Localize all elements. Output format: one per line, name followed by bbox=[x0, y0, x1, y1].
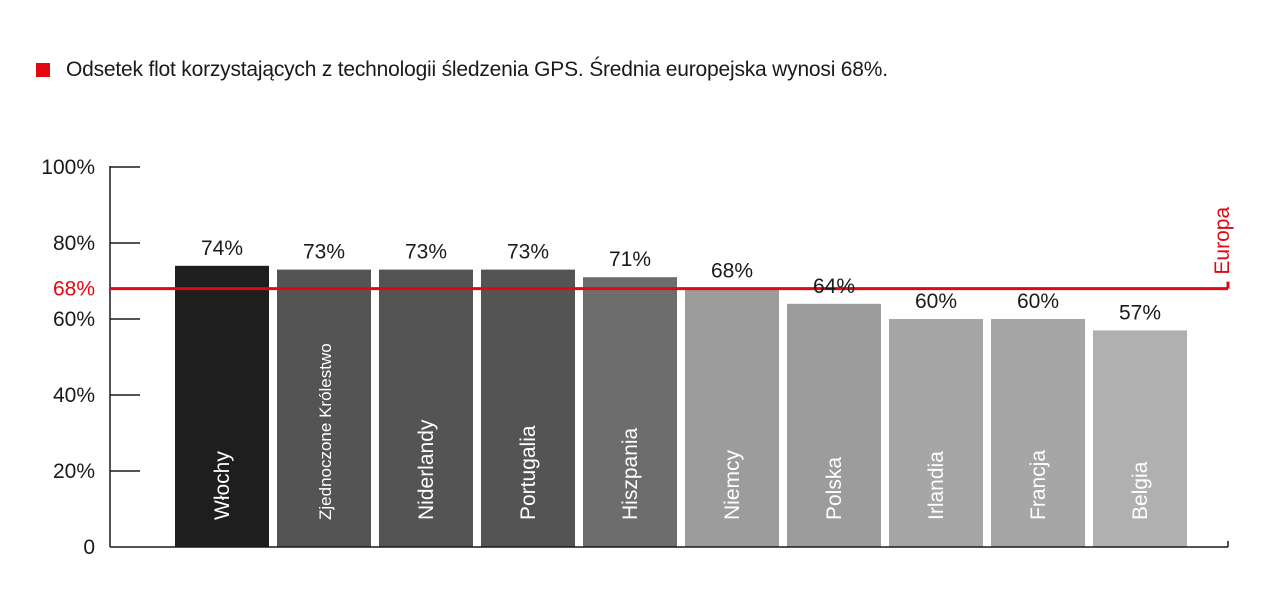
category-label-1: Zjednoczone Królestwo bbox=[316, 343, 335, 520]
data-label-0: 74% bbox=[201, 237, 243, 260]
bar-1 bbox=[277, 269, 371, 547]
data-label-5: 68% bbox=[711, 260, 753, 283]
bar-7 bbox=[889, 319, 983, 547]
category-label-9: Belgia bbox=[1129, 461, 1152, 520]
category-label-3: Portugalia bbox=[517, 425, 540, 520]
category-label-6: Polska bbox=[823, 457, 846, 520]
category-label-2: Niderlandy bbox=[415, 419, 438, 520]
category-label-0: Włochy bbox=[211, 451, 234, 520]
bar-8 bbox=[991, 319, 1085, 547]
y-tick-label-4: 80% bbox=[53, 232, 95, 255]
data-label-4: 71% bbox=[609, 248, 651, 271]
data-label-8: 60% bbox=[1017, 290, 1059, 313]
y-tick-label-0: 0 bbox=[83, 536, 95, 559]
y-tick-label-2: 40% bbox=[53, 384, 95, 407]
data-label-1: 73% bbox=[303, 241, 345, 264]
category-label-7: Irlandia bbox=[925, 451, 948, 520]
bar-0 bbox=[175, 265, 269, 547]
data-label-6: 64% bbox=[813, 275, 855, 298]
category-label-5: Niemcy bbox=[721, 449, 744, 520]
bar-4 bbox=[583, 277, 677, 547]
y-tick-label-1: 20% bbox=[53, 460, 95, 483]
y-tick-label-5: 100% bbox=[41, 156, 95, 179]
category-label-4: Hiszpania bbox=[619, 427, 642, 520]
bar-2 bbox=[379, 269, 473, 547]
bar-5 bbox=[685, 288, 779, 547]
data-label-9: 57% bbox=[1119, 301, 1161, 324]
legend: Odsetek flot korzystających z technologi… bbox=[36, 58, 888, 82]
bar-3 bbox=[481, 269, 575, 547]
reference-line-name-label: Europa bbox=[1211, 207, 1234, 275]
reference-line-value-label: 68% bbox=[53, 278, 95, 301]
legend-text: Odsetek flot korzystających z technologi… bbox=[66, 58, 888, 81]
bar-9 bbox=[1093, 330, 1187, 547]
bar-6 bbox=[787, 303, 881, 547]
category-label-8: Francja bbox=[1027, 450, 1050, 520]
legend-swatch bbox=[36, 63, 50, 77]
data-label-2: 73% bbox=[405, 241, 447, 264]
data-label-3: 73% bbox=[507, 241, 549, 264]
data-label-7: 60% bbox=[915, 290, 957, 313]
y-tick-label-3: 60% bbox=[53, 308, 95, 331]
